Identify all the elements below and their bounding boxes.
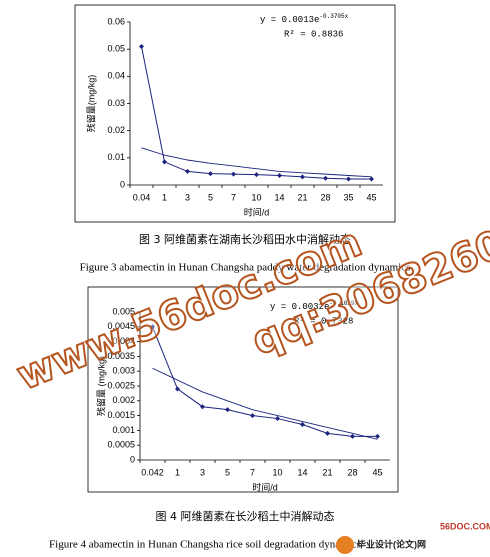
x-tick-label: 14 xyxy=(274,192,284,202)
y-axis-label: 残留量 (mg/kg) xyxy=(95,356,106,416)
r-squared: R² = 0.8836 xyxy=(284,29,343,39)
x-tick-label: 1 xyxy=(175,467,180,477)
x-tick-label: 10 xyxy=(251,192,261,202)
y-tick-label: 0.0035 xyxy=(107,351,135,361)
equation-exponent: -0.1019x xyxy=(329,300,358,307)
y-tick-label: 0.04 xyxy=(107,71,125,81)
data-point xyxy=(200,404,205,410)
data-point xyxy=(300,421,305,427)
data-point xyxy=(369,176,374,182)
x-tick-label: 0.042 xyxy=(141,467,164,477)
x-tick-label: 28 xyxy=(320,192,330,202)
y-tick-label: 0.002 xyxy=(112,395,135,405)
y-tick-label: 0.02 xyxy=(107,125,125,135)
x-tick-label: 45 xyxy=(372,467,382,477)
data-point xyxy=(250,413,255,419)
logo-site: 56DOC.COM xyxy=(440,521,490,531)
y-tick-label: 0.003 xyxy=(112,366,135,376)
x-tick-label: 21 xyxy=(322,467,332,477)
y-tick-label: 0.0005 xyxy=(107,440,135,450)
x-tick-label: 0.04 xyxy=(133,192,151,202)
x-tick-label: 21 xyxy=(297,192,307,202)
y-tick-label: 0.0015 xyxy=(107,410,135,420)
data-point xyxy=(277,172,282,178)
y-tick-label: 0.06 xyxy=(107,16,125,26)
caption-zh: 图 3 阿维菌素在湖南长沙稻田水中消解动态 xyxy=(139,232,351,246)
data-point xyxy=(375,433,380,439)
equation-text: y = 0.0032e xyxy=(270,302,329,312)
x-tick-label: 10 xyxy=(272,467,282,477)
data-point xyxy=(300,174,305,180)
x-tick-label: 14 xyxy=(297,467,307,477)
data-point xyxy=(175,386,180,392)
x-axis-label: 时间/d xyxy=(252,481,278,492)
y-tick-label: 0.01 xyxy=(107,152,125,162)
y-tick-label: 0.004 xyxy=(112,336,135,346)
equation-text: y = 0.0013e xyxy=(260,15,319,25)
x-tick-label: 45 xyxy=(366,192,376,202)
data-point xyxy=(162,159,167,165)
data-point xyxy=(139,43,144,49)
data-point xyxy=(325,430,330,436)
data-point xyxy=(150,324,155,330)
y-tick-label: 0.0025 xyxy=(107,380,135,390)
caption-zh: 图 4 阿维菌素在长沙稻土中消解动态 xyxy=(156,509,335,523)
logo-name: 毕业设计(论文)网 xyxy=(357,538,426,549)
equation: y = 0.0032e-0.1019x xyxy=(270,300,359,313)
x-tick-label: 3 xyxy=(185,192,190,202)
data-point xyxy=(185,168,190,174)
chart-frame xyxy=(74,4,396,223)
x-tick-label: 28 xyxy=(347,467,357,477)
equation: y = 0.0013e-0.3705x xyxy=(260,13,349,26)
data-point xyxy=(275,416,280,422)
x-tick-label: 1 xyxy=(162,192,167,202)
x-tick-label: 7 xyxy=(250,467,255,477)
y-tick-label: 0 xyxy=(130,454,135,464)
x-tick-label: 5 xyxy=(208,192,213,202)
y-tick-label: 0.0045 xyxy=(107,321,135,331)
y-tick-label: 0 xyxy=(120,179,125,189)
data-point xyxy=(231,171,236,177)
data-point xyxy=(323,175,328,181)
series-line xyxy=(152,367,378,440)
y-tick-label: 0.05 xyxy=(107,44,125,54)
y-axis-label: 残留量(mg/kg) xyxy=(85,75,96,133)
x-tick-label: 5 xyxy=(225,467,230,477)
series-line xyxy=(141,147,372,178)
r-squared: R² = 0.7328 xyxy=(294,316,353,326)
data-point xyxy=(225,407,230,413)
logo-icon xyxy=(336,536,354,554)
y-tick-label: 0.001 xyxy=(112,425,135,435)
caption-en: Figure 4 abamectin in Hunan Changsha ric… xyxy=(49,539,361,551)
x-tick-label: 3 xyxy=(200,467,205,477)
y-tick-label: 0.005 xyxy=(112,306,135,316)
x-tick-label: 35 xyxy=(343,192,353,202)
caption-en: Figure 3 abamectin in Hunan Changsha pad… xyxy=(80,262,411,274)
x-tick-label: 7 xyxy=(231,192,236,202)
x-axis-label: 时间/d xyxy=(244,206,270,217)
series-line xyxy=(152,326,378,437)
data-point xyxy=(254,172,259,178)
data-point xyxy=(350,433,355,439)
equation-exponent: -0.3705x xyxy=(319,13,348,20)
data-point xyxy=(346,176,351,182)
data-point xyxy=(208,171,213,177)
y-tick-label: 0.03 xyxy=(107,98,125,108)
